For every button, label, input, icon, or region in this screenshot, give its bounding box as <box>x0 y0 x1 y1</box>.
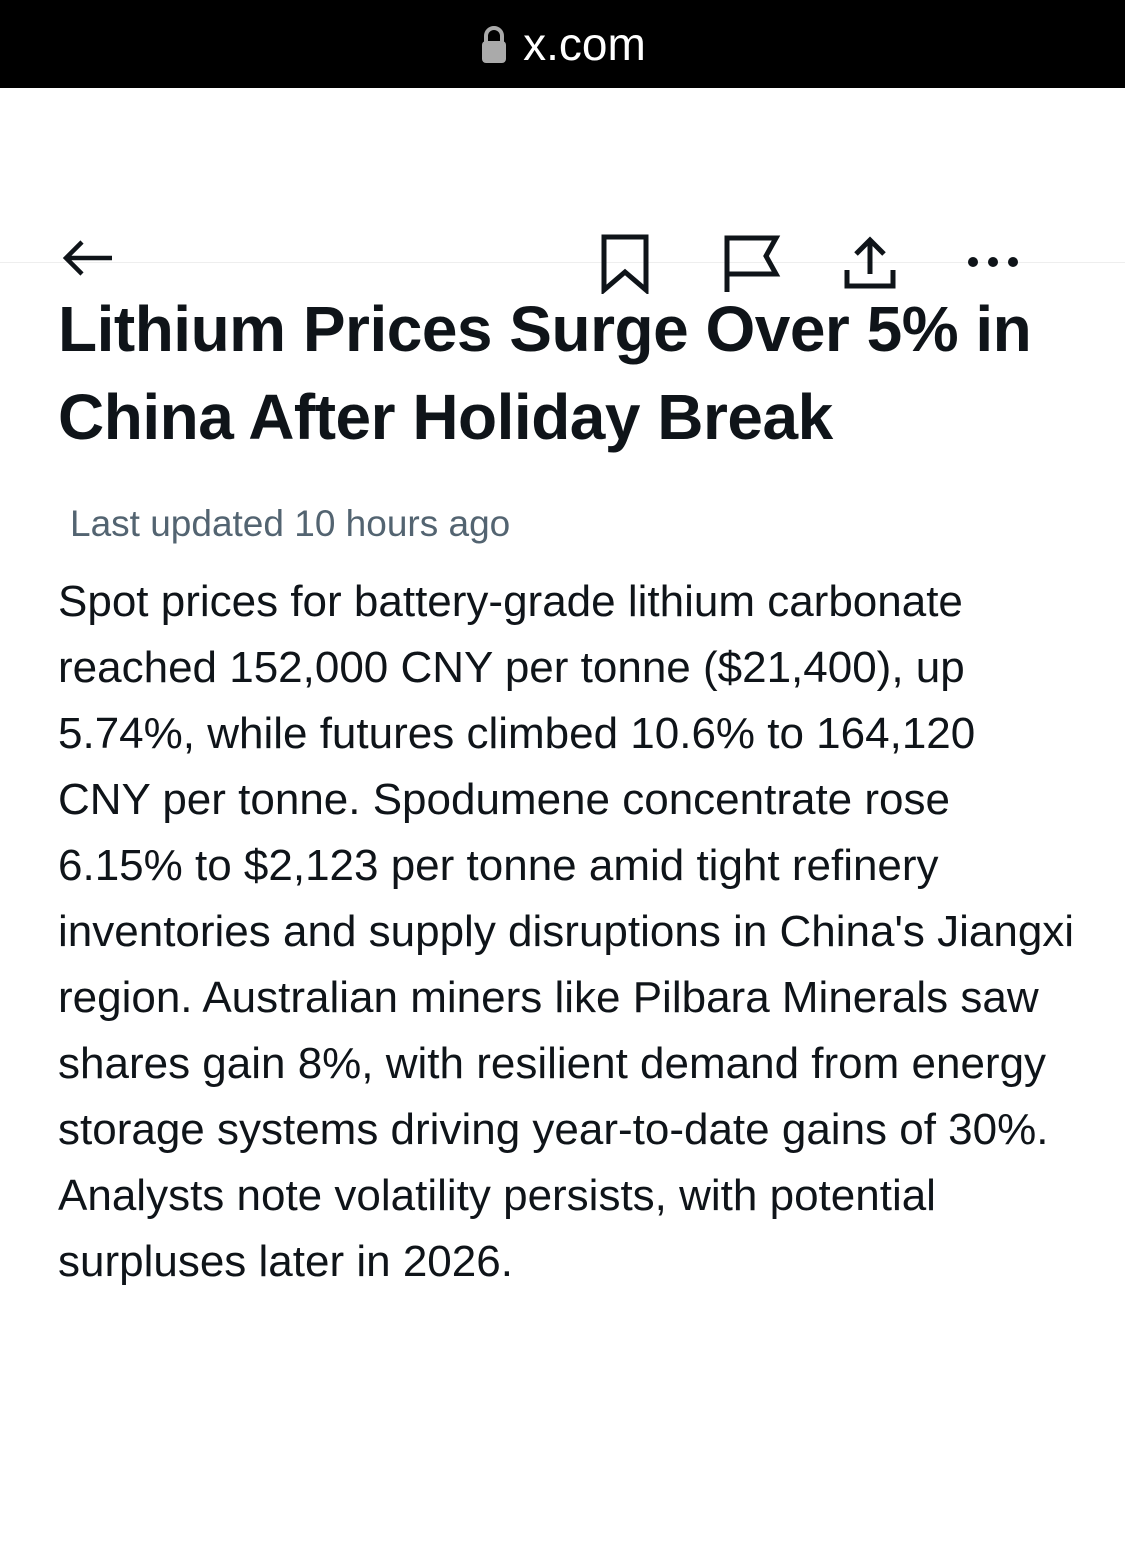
report-button[interactable] <box>722 234 782 294</box>
article-body: Spot prices for battery-grade lithium ca… <box>58 577 1075 1286</box>
back-button[interactable] <box>60 238 116 278</box>
status-bar: x.com <box>0 0 1125 88</box>
url: x.com <box>523 18 646 70</box>
lock-icon <box>482 26 507 63</box>
share-button[interactable] <box>842 236 898 292</box>
article-title: Lithium Prices Surge Over 5% in China Af… <box>58 293 1032 453</box>
bookmark-button[interactable] <box>600 234 650 294</box>
updated-time: Last updated 10 hours ago <box>70 503 511 544</box>
toolbar <box>0 88 1125 294</box>
more-button[interactable] <box>965 252 1021 272</box>
